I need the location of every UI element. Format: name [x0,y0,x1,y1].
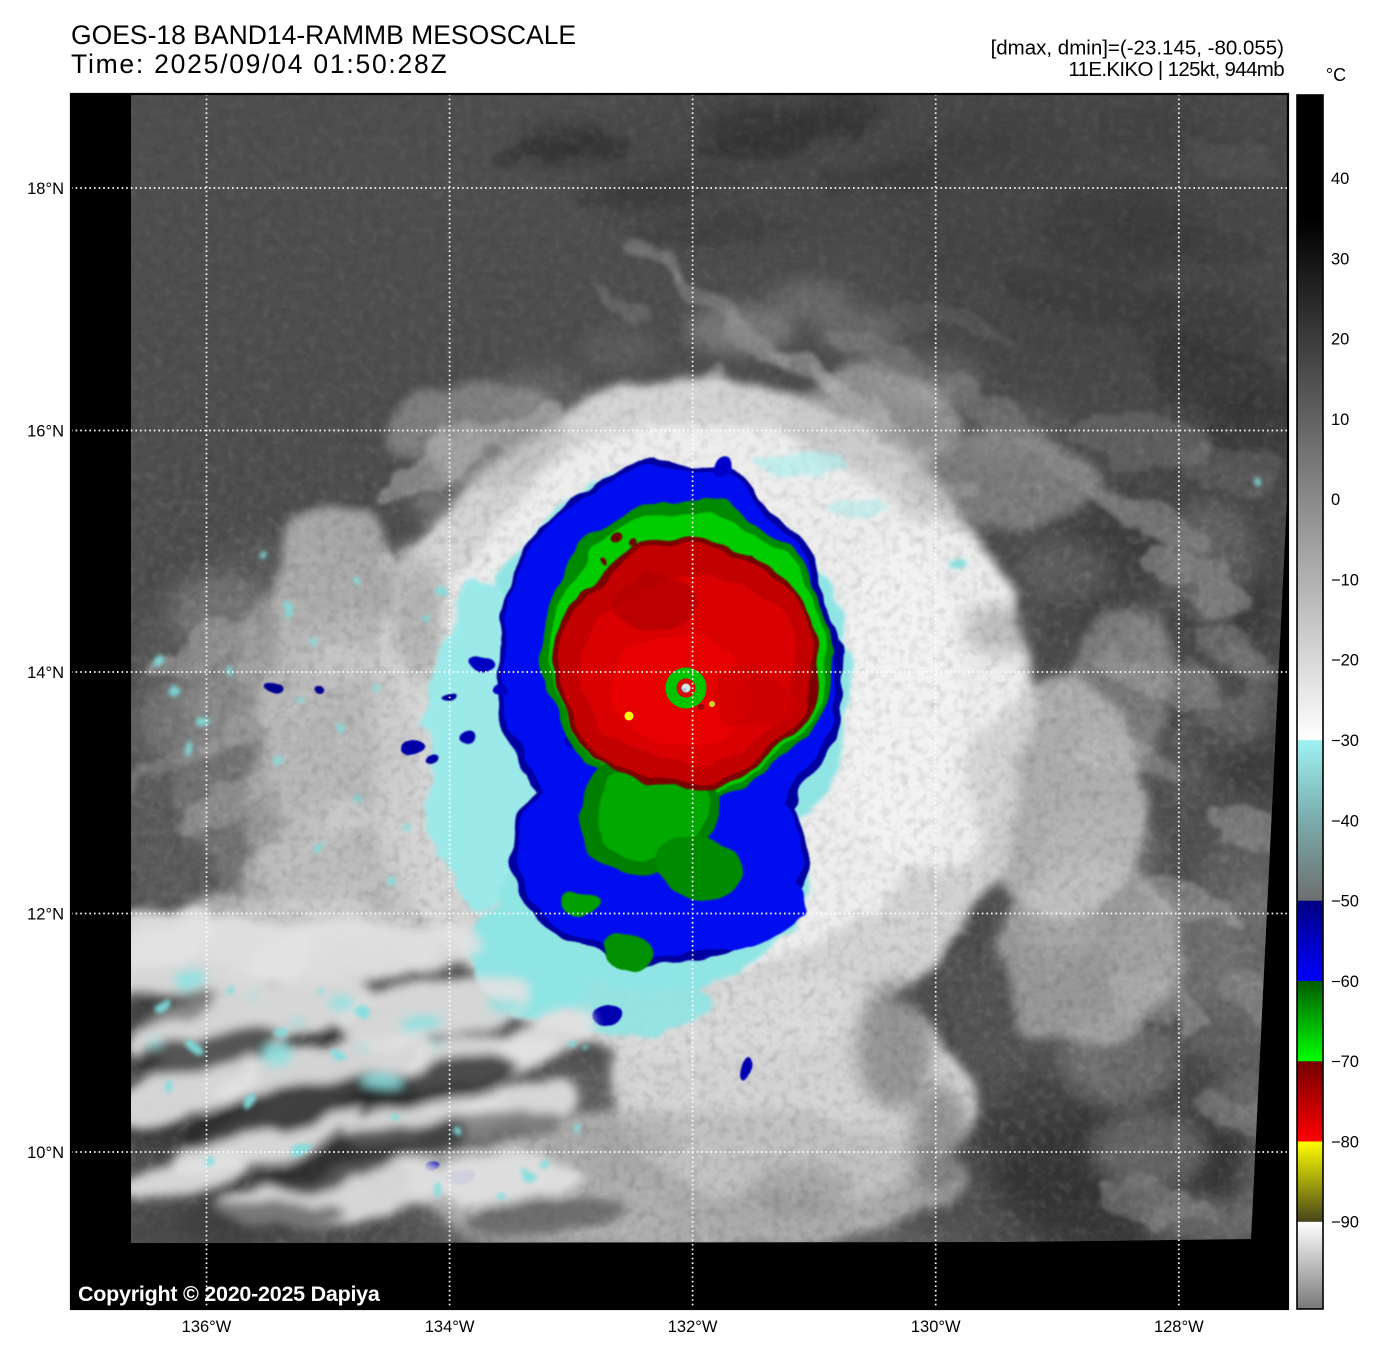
svg-text:11E.KIKO | 125kt, 944mb: 11E.KIKO | 125kt, 944mb [1068,58,1284,81]
svg-text:−90: −90 [1331,1214,1359,1232]
svg-text:16°N: 16°N [27,423,64,441]
svg-text:12°N: 12°N [27,906,64,924]
svg-text:10: 10 [1331,411,1349,429]
svg-text:−30: −30 [1331,732,1359,750]
svg-text:132°W: 132°W [668,1318,718,1336]
svg-text:20: 20 [1331,331,1349,349]
svg-text:−40: −40 [1331,812,1359,830]
svg-text:Time: 2025/09/04 01:50:28Z: Time: 2025/09/04 01:50:28Z [71,49,448,79]
svg-text:136°W: 136°W [182,1318,232,1336]
svg-text:−60: −60 [1331,973,1359,991]
svg-text:−10: −10 [1331,571,1359,589]
svg-text:[dmax, dmin]=(-23.145, -80.055: [dmax, dmin]=(-23.145, -80.055) [991,37,1284,60]
svg-text:−20: −20 [1331,652,1359,670]
svg-text:30: 30 [1331,250,1349,268]
svg-text:18°N: 18°N [27,180,64,198]
svg-text:134°W: 134°W [425,1318,475,1336]
svg-text:0: 0 [1331,491,1340,509]
svg-text:−80: −80 [1331,1133,1359,1151]
svg-text:128°W: 128°W [1154,1318,1204,1336]
svg-text:130°W: 130°W [911,1318,961,1336]
svg-text:GOES-18 BAND14-RAMMB MESOSCALE: GOES-18 BAND14-RAMMB MESOSCALE [71,20,576,50]
svg-text:−50: −50 [1331,893,1359,911]
svg-text:14°N: 14°N [27,664,64,682]
svg-text:−70: −70 [1331,1053,1359,1071]
svg-text:°C: °C [1326,65,1346,85]
svg-text:Copyright © 2020-2025 Dapiya: Copyright © 2020-2025 Dapiya [78,1282,381,1306]
svg-text:10°N: 10°N [27,1144,64,1162]
svg-text:40: 40 [1331,170,1349,188]
